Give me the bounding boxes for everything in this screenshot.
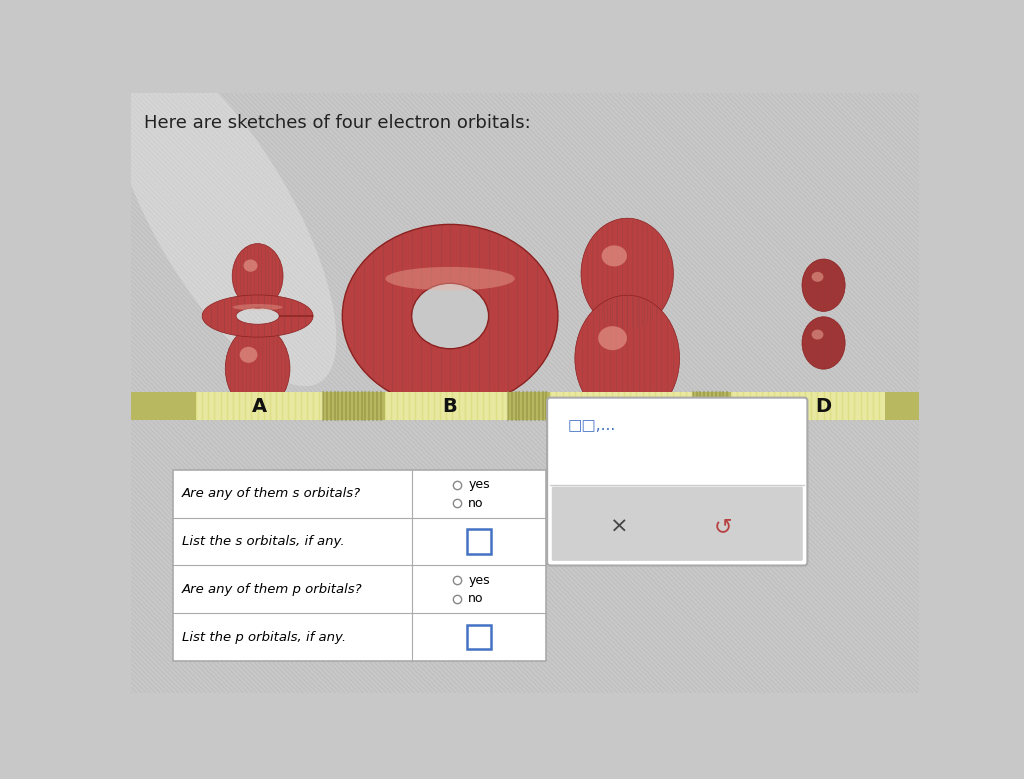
Bar	[550, 393, 692, 420]
Ellipse shape	[232, 244, 283, 308]
Text: List the p orbitals, if any.: List the p orbitals, if any.	[182, 630, 346, 643]
Text: D: D	[815, 397, 831, 416]
Ellipse shape	[412, 284, 488, 349]
Ellipse shape	[812, 330, 823, 340]
Bar	[467, 529, 492, 554]
Ellipse shape	[581, 218, 674, 329]
FancyBboxPatch shape	[547, 397, 807, 566]
Ellipse shape	[802, 317, 845, 369]
Ellipse shape	[240, 347, 257, 363]
Bar	[385, 393, 508, 420]
Ellipse shape	[812, 272, 823, 282]
Ellipse shape	[232, 304, 283, 311]
Text: Are any of them p orbitals?: Are any of them p orbitals?	[182, 583, 362, 596]
Bar	[731, 393, 885, 420]
Bar	[467, 625, 492, 650]
Bar	[692, 393, 731, 420]
Text: □□,...: □□,...	[567, 418, 615, 432]
Text: ×: ×	[609, 516, 628, 537]
FancyBboxPatch shape	[552, 487, 803, 561]
Text: Are any of them s orbitals?: Are any of them s orbitals?	[182, 488, 361, 500]
Ellipse shape	[244, 259, 257, 272]
Text: yes: yes	[468, 573, 489, 587]
Polygon shape	[202, 295, 313, 337]
Ellipse shape	[342, 224, 558, 407]
Text: B: B	[442, 397, 458, 416]
Bar	[196, 393, 323, 420]
Text: List the s orbitals, if any.: List the s orbitals, if any.	[182, 535, 345, 548]
Ellipse shape	[574, 295, 680, 421]
Ellipse shape	[601, 245, 627, 266]
Ellipse shape	[598, 326, 627, 350]
Bar	[508, 393, 550, 420]
FancyBboxPatch shape	[173, 470, 547, 661]
Text: C: C	[620, 397, 635, 416]
Text: ↺: ↺	[714, 516, 732, 537]
Text: A: A	[252, 397, 266, 416]
Ellipse shape	[225, 326, 290, 411]
Bar	[131, 393, 920, 420]
Text: Here are sketches of four electron orbitals:: Here are sketches of four electron orbit…	[144, 115, 531, 132]
Ellipse shape	[802, 259, 845, 312]
Ellipse shape	[110, 46, 337, 386]
Text: no: no	[468, 497, 483, 509]
Text: no: no	[468, 592, 483, 605]
Bar	[323, 393, 385, 420]
Ellipse shape	[385, 267, 515, 291]
Text: yes: yes	[468, 478, 489, 491]
